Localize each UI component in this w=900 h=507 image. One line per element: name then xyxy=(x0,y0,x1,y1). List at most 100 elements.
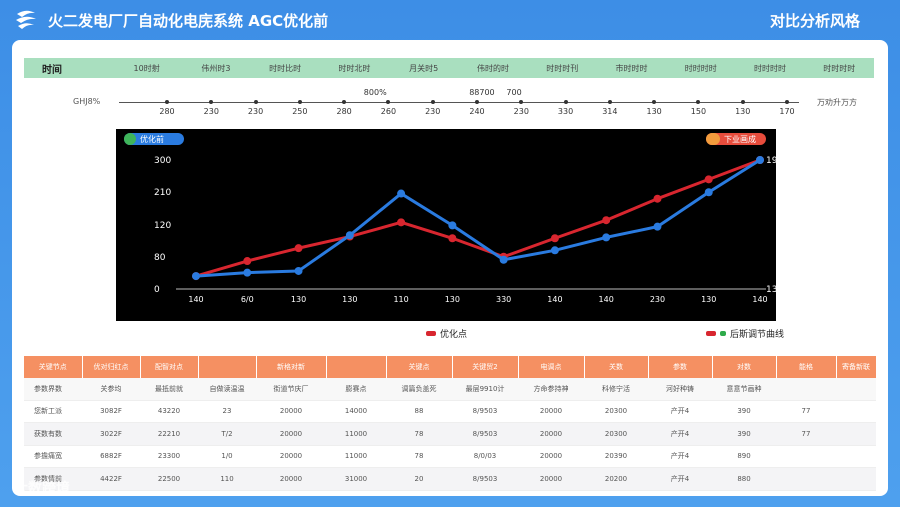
table-cell: 产开4 xyxy=(648,445,712,468)
x-tick-label: 140 xyxy=(188,295,203,304)
table-cell: 20300 xyxy=(584,400,648,423)
timeline-dot xyxy=(209,100,214,104)
series-point-0 xyxy=(294,266,303,275)
table-cell: 22500 xyxy=(140,467,198,491)
legend-item-2: 后斯调节曲线 xyxy=(706,327,784,340)
timeline-value: 330 xyxy=(557,107,574,116)
timeline-dot xyxy=(696,100,701,104)
table-row[interactable]: 参数界数 关参均 最抵前就 自做读温温 街道节庆厂 膨赛点 调篇负盖死 最层9910计 方命参持… xyxy=(24,378,876,401)
series-point-0 xyxy=(345,231,354,240)
timeline-value: 250 xyxy=(292,107,308,116)
table-cell xyxy=(836,400,876,423)
legend-swatch-red xyxy=(706,331,716,336)
timeline-dot xyxy=(342,100,347,104)
table-cell: 890 xyxy=(712,445,776,468)
timeline-top-label: 800% xyxy=(363,88,387,97)
table-cell: 20 xyxy=(386,467,452,491)
x-tick-label: 330 xyxy=(496,295,511,304)
table-cell: 膨赛点 xyxy=(326,378,386,401)
table-cell: 88 xyxy=(386,400,452,423)
timeline-tick: 250 xyxy=(288,98,312,116)
timeline-right-label: 万劝升万方 xyxy=(817,98,857,107)
series-point-0 xyxy=(756,156,764,164)
table-cell: 11000 xyxy=(326,422,386,446)
table-row[interactable]: 参擔痛宽 6882F 23300 1/0 20000 11000 78 8/0/03 20000… xyxy=(24,445,876,468)
main-panel: 时间 10时射 伟州时3 时时比时 时时北时 月关时5 伟时的时 时时时刊 市时… xyxy=(12,40,888,496)
table-cell: 20390 xyxy=(584,445,648,468)
table-header-cell: 参数 xyxy=(648,356,713,378)
timeline-dot xyxy=(386,100,391,104)
series-point-0 xyxy=(653,222,662,231)
time-cell: 时时时时 xyxy=(754,63,787,73)
data-table: 关键节点 优对归红点 配智对点 新格对新 关键点 关键贸2 电调点 关数 参数 对数 能格 寄备新联 … xyxy=(24,356,877,491)
table-header-cell xyxy=(198,356,257,378)
timeline-tick: 230 xyxy=(421,98,445,116)
x-tick-label: 6/0 xyxy=(241,295,254,304)
timeline-value: 280 xyxy=(159,107,175,116)
table-cell: 20000 xyxy=(256,400,326,423)
table-cell: 20000 xyxy=(256,422,326,446)
series-point-0 xyxy=(192,272,200,281)
timeline-value: 170 xyxy=(779,107,795,116)
x-tick-label: 130 xyxy=(701,295,716,304)
timeline-tick: 150 xyxy=(686,98,710,116)
table-header-row: 关键节点 优对归红点 配智对点 新格对新 关键点 关键贸2 电调点 关数 参数 对数 能格 寄备新联 xyxy=(24,356,877,378)
timeline-tick: 230 xyxy=(509,98,533,116)
timeline-axis xyxy=(119,102,799,103)
table-row[interactable]: 您新工派 3082F 43220 23 20000 14000 88 8/9503 20000 2… xyxy=(24,400,876,423)
table-cell: 20000 xyxy=(256,445,326,468)
table-cell xyxy=(776,467,836,491)
time-cell: 月关时5 xyxy=(409,63,439,73)
table-cell: 最抵前就 xyxy=(140,378,198,401)
timeline-value: 230 xyxy=(513,107,529,116)
table-cell: 20000 xyxy=(518,422,584,446)
time-cell: 时时时时 xyxy=(684,63,717,73)
timeline-top-label: 88700 xyxy=(469,88,495,97)
series-point-1 xyxy=(550,234,559,243)
series-point-0 xyxy=(499,255,508,264)
timeline-tick: 130 xyxy=(642,98,666,116)
table-header-cell: 关键点 xyxy=(386,356,453,378)
table-row[interactable]: 参数情前 4422F 22500 110 20000 31000 20 8/9503 20000… xyxy=(24,467,876,491)
timeline-value: 280 xyxy=(336,107,352,116)
timeline-dot xyxy=(475,100,479,104)
time-cell: 时时北时 xyxy=(338,63,371,73)
time-cell: 10时射 xyxy=(133,63,160,73)
series-point-0 xyxy=(448,221,457,230)
time-cell: 伟州时3 xyxy=(201,63,231,73)
table-cell: 20200 xyxy=(584,467,648,491)
time-cell: 时时时时 xyxy=(823,63,856,73)
table-cell: T/2 xyxy=(198,422,256,446)
table-cell: 参数情前 xyxy=(24,467,82,491)
table-cell: 78 xyxy=(386,422,452,446)
x-tick-label: 140 xyxy=(599,295,614,304)
timeline-value: 230 xyxy=(247,107,264,116)
series-point-0 xyxy=(397,189,406,198)
table-cell: 方命参持神 xyxy=(518,378,584,401)
timeline-dot xyxy=(785,100,789,104)
timeline-dot xyxy=(297,100,302,104)
time-cell: 时时比时 xyxy=(269,63,302,73)
table-header-cell: 寄备新联 xyxy=(836,356,877,378)
timeline-tick: 330 xyxy=(554,98,578,116)
table-cell: 产开4 xyxy=(648,467,712,491)
timeline-tick: 280 xyxy=(155,98,179,116)
table-cell: 调篇负盖死 xyxy=(386,378,452,401)
table-cell: 20000 xyxy=(518,400,584,423)
timeline-tick: 260 xyxy=(376,98,400,116)
timeline-dot xyxy=(607,100,612,104)
table-header-cell: 新格对新 xyxy=(256,356,327,378)
timeline-tick: 170 xyxy=(775,98,799,116)
table-cell: 390 xyxy=(712,400,776,423)
table-cell: 110 xyxy=(198,467,256,491)
table-row[interactable]: 获数有数 3022F 22210 T/2 20000 11000 78 8/9503 20000… xyxy=(24,422,876,446)
table-header-cell: 优对归红点 xyxy=(82,356,141,378)
timeline-dot xyxy=(740,100,745,104)
style-title: 对比分析风格 xyxy=(769,12,860,30)
series-point-0 xyxy=(704,188,713,197)
table-header-cell: 关键贸2 xyxy=(452,356,519,378)
x-tick-label: 130 xyxy=(291,295,306,304)
table-cell: 3022F xyxy=(82,422,140,446)
table-cell: 77 xyxy=(776,400,836,423)
table-cell: 390 xyxy=(712,422,776,446)
